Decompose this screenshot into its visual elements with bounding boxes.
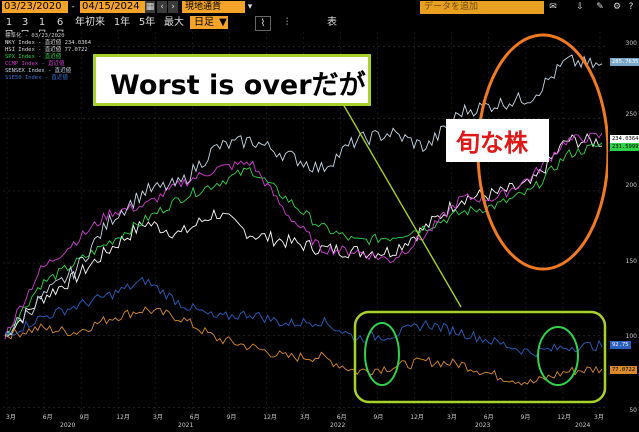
add-data-search[interactable]: データを追加 [420, 1, 544, 14]
last-value-flag: 234.0364 [610, 135, 639, 143]
x-tick-label: 9月 [226, 414, 237, 421]
range-ytd[interactable]: 年初来 [75, 17, 105, 28]
x-tick-label: 12月 [263, 414, 277, 421]
range-6m[interactable]: 6月 [55, 17, 65, 41]
currency-select[interactable]: 現地通貨 [182, 1, 248, 13]
green-highlight-ellipse [537, 326, 579, 386]
frequency-select[interactable]: 日足 [190, 16, 218, 29]
legend-item: CCMP Index - 直近値 [5, 61, 65, 67]
edit-icon[interactable]: ✎ [595, 1, 605, 13]
range-1d[interactable]: 1日 [4, 17, 14, 41]
y-tick-label: 150 [625, 258, 637, 265]
trending-stocks-callout: 旬な株 [446, 119, 549, 162]
x-tick-label: 6月 [42, 414, 53, 421]
worst-is-over-callout: Worst is overだが [93, 54, 371, 106]
chevron-down-icon[interactable]: ▼ [218, 16, 228, 29]
settings-icon[interactable]: ⚙ [612, 1, 622, 13]
x-tick-label: 6月 [483, 414, 494, 421]
legend-item: SPX Index - 直近値 [5, 54, 62, 60]
x-year-label: 2022 [330, 422, 346, 429]
y-axis: 300 250 200 150 100 50 [610, 30, 639, 420]
prev-arrow-icon[interactable]: ‹ [157, 1, 167, 13]
range-max[interactable]: 最大 [164, 17, 184, 28]
callout-text: Worst is overだが [110, 70, 366, 101]
y-tick-label: 100 [625, 333, 637, 340]
green-highlight-box [353, 310, 607, 404]
x-tick-label: 3月 [594, 414, 604, 421]
x-year-label: 2021 [178, 422, 194, 429]
toolbar-row-ranges: 1日 3日 1月 6月 年初来 1年 5年 最大 日足 ▼ ⌇ ⫶ 表 [0, 15, 639, 41]
series-line-spx [4, 142, 603, 337]
start-date-field[interactable]: 03/23/2020 [2, 1, 68, 13]
x-tick-label: 9月 [373, 414, 384, 421]
x-tick-label: 6月 [189, 414, 200, 421]
legend-item: NKY Index - 直近値 234.0364 [5, 40, 92, 46]
range-1y[interactable]: 1年 [113, 17, 131, 28]
range-1m[interactable]: 1月 [37, 17, 47, 41]
range-5y[interactable]: 5年 [138, 17, 156, 28]
series-line-hsi [4, 306, 603, 386]
x-year-label: 2020 [60, 422, 76, 429]
y-tick-label: 250 [625, 111, 637, 118]
bar-type-icon[interactable]: ⫶ [285, 17, 289, 28]
x-axis: 3月 6月 9月 12月 3月 6月 9月 12月 3月 6月 9月 12月 3月 6月 9月 12月 3月 20… [0, 410, 639, 432]
chart-type-icon[interactable]: ⌇ [255, 16, 271, 31]
range-3d[interactable]: 3日 [20, 17, 30, 41]
series-line-nky [4, 133, 603, 336]
toolbar-row-main: 03/23/2020 - 04/15/2024 ▦ ‹ › 現地通貨 ▾ データ… [0, 0, 639, 14]
legend-item: SENSEX Index - 直近値 [5, 68, 72, 74]
series-line-sse50 [4, 276, 603, 358]
next-arrow-icon[interactable]: › [168, 1, 178, 13]
legend-item: HSI Index - 直近値 77.0722 [5, 47, 88, 53]
x-tick-label: 3月 [6, 414, 16, 421]
y-tick-label: 200 [625, 182, 637, 189]
last-value-flag: 231.5999 [610, 143, 639, 151]
series-line-sensex [4, 54, 603, 337]
x-tick-label: 12月 [116, 414, 130, 421]
last-value-flag: 285.7635 [610, 58, 639, 66]
x-tick-label: 12月 [557, 414, 571, 421]
help-icon[interactable]: ? [626, 1, 636, 13]
x-year-label: 2023 [475, 422, 491, 429]
date-separator: - [71, 2, 75, 12]
x-tick-label: 12月 [410, 414, 424, 421]
chevron-down-icon[interactable]: ▾ [245, 1, 255, 13]
calendar-icon[interactable]: ▦ [145, 1, 155, 13]
chart-legend: 標準化 - 03/23/2020 NKY Index - 直近値 234.036… [5, 33, 91, 82]
x-tick-label: 9月 [520, 414, 531, 421]
y-tick-label: 300 [625, 40, 637, 47]
x-year-label: 2024 [575, 422, 591, 429]
green-highlight-ellipse [364, 322, 400, 386]
table-button[interactable]: 表 [327, 17, 337, 28]
last-value-flag: 92.75 [610, 341, 631, 349]
x-tick-label: 3月 [153, 414, 163, 421]
toolbar: 03/23/2020 - 04/15/2024 ▦ ‹ › 現地通貨 ▾ データ… [0, 0, 639, 41]
x-tick-label: 9月 [79, 414, 90, 421]
x-tick-label: 3月 [300, 414, 310, 421]
series-line-ccmp [4, 132, 603, 340]
chat-icon[interactable]: ✉ [548, 1, 558, 13]
callout-pointer-line [342, 103, 462, 308]
legend-item: SSE50 Index - 直近値 [5, 75, 68, 81]
x-tick-label: 3月 [447, 414, 457, 421]
y-tick-label: 50 [629, 407, 637, 414]
legend-title: 標準化 - 03/23/2020 [5, 33, 65, 39]
last-value-flag: 77.0722 [610, 366, 638, 374]
x-tick-label: 6月 [336, 414, 347, 421]
download-icon[interactable]: ⇩ [575, 1, 585, 13]
callout-text: 旬な株 [456, 129, 528, 157]
end-date-field[interactable]: 04/15/2024 [80, 1, 146, 13]
